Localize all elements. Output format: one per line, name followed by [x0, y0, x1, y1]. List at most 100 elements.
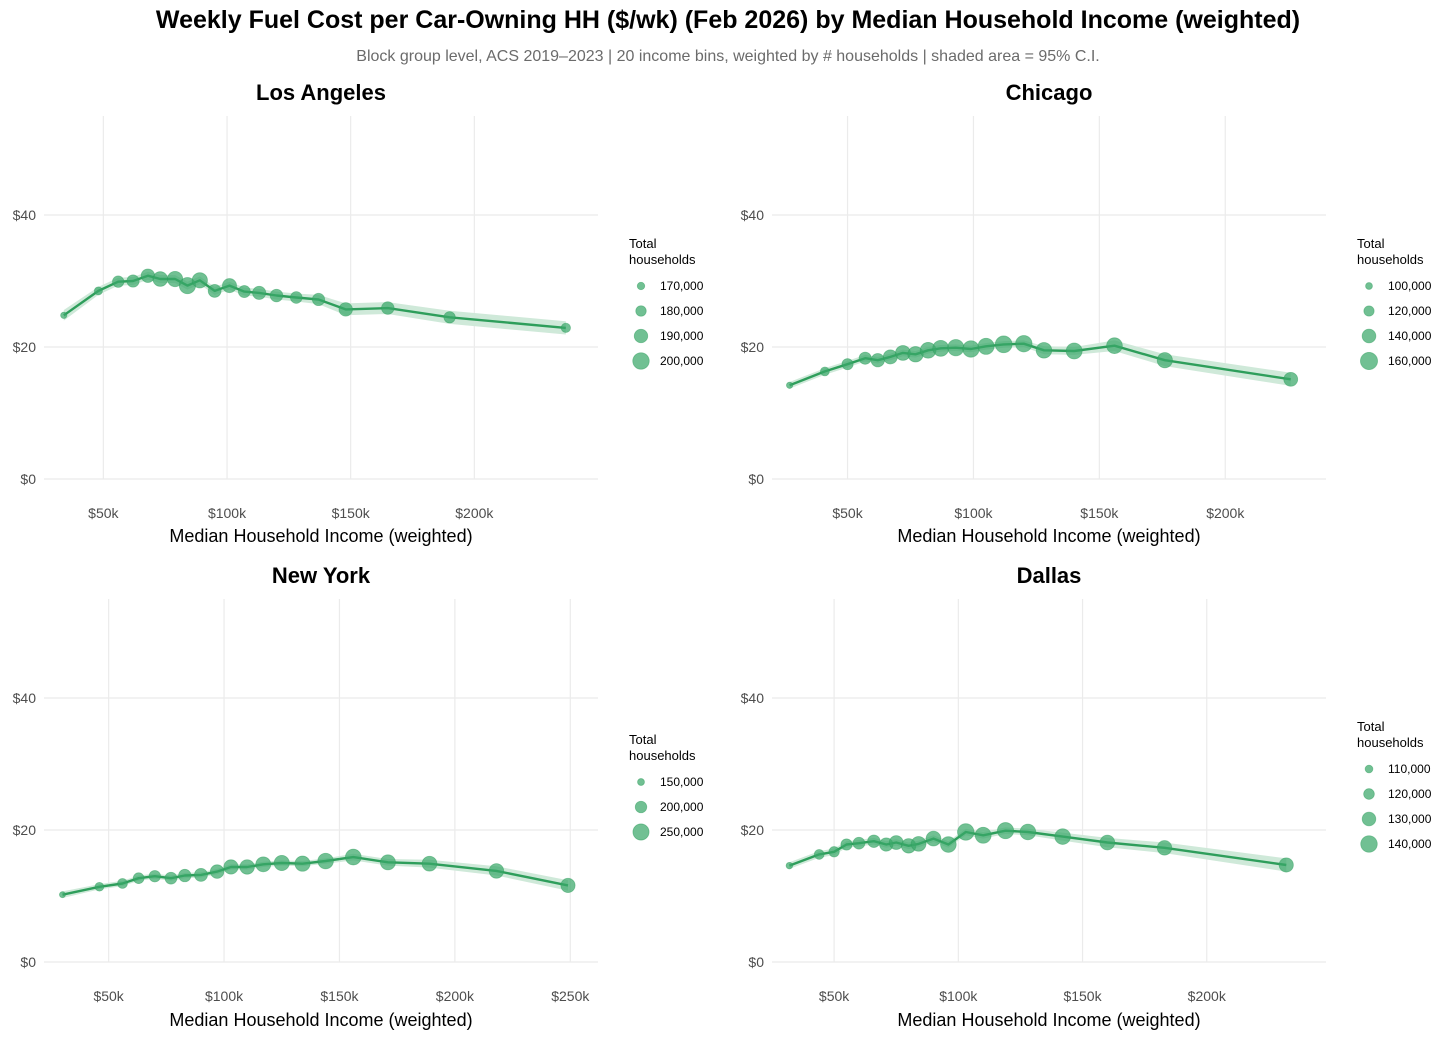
- x-tick-label: $150k: [1063, 988, 1102, 1004]
- data-point: [1035, 342, 1053, 359]
- legend-label: 120,000: [1388, 787, 1432, 801]
- x-tick-label: $100k: [205, 988, 244, 1004]
- data-point: [60, 311, 68, 319]
- legend-label: 250,000: [660, 825, 704, 839]
- data-point: [317, 852, 334, 870]
- legend-label: 200,000: [660, 354, 704, 368]
- data-point: [962, 340, 980, 358]
- data-point: [148, 870, 161, 883]
- y-tick-label: $20: [741, 822, 765, 838]
- data-point: [977, 337, 995, 355]
- panel-dallas: Dallas $0 $20 $40 $50k $100k $150k $200k Median …: [741, 563, 1432, 1030]
- x-tick-label: $150k: [320, 988, 359, 1004]
- data-point: [164, 871, 178, 885]
- data-point: [152, 271, 168, 287]
- data-point: [421, 855, 438, 872]
- data-point: [112, 275, 125, 288]
- data-point: [338, 302, 353, 317]
- data-point: [239, 859, 255, 875]
- data-point: [345, 848, 362, 866]
- y-tick-label: $20: [741, 339, 765, 355]
- data-point: [947, 339, 965, 357]
- y-tick-label: $40: [13, 207, 37, 223]
- data-point: [59, 891, 66, 899]
- legend-key: [635, 305, 647, 317]
- data-point: [1106, 337, 1123, 354]
- legend-title: households: [629, 252, 696, 267]
- data-point: [381, 301, 395, 315]
- data-point: [178, 868, 192, 883]
- data-point: [117, 878, 128, 889]
- legend-label: 180,000: [660, 304, 704, 318]
- y-tick-label: $20: [13, 339, 37, 355]
- legend-title: Total: [1357, 719, 1385, 734]
- data-point: [940, 836, 957, 853]
- legend-key: [1360, 835, 1378, 853]
- data-point: [1278, 857, 1294, 873]
- x-tick-label: $100k: [954, 505, 993, 521]
- data-point: [870, 353, 885, 368]
- data-point: [223, 859, 239, 875]
- x-tick-label: $200k: [455, 505, 494, 521]
- data-point: [974, 826, 992, 844]
- data-point: [209, 864, 225, 879]
- data-point: [1065, 342, 1083, 360]
- legend-key: [1363, 788, 1375, 800]
- data-point: [1015, 335, 1033, 353]
- data-point: [443, 311, 456, 324]
- data-point: [191, 272, 208, 289]
- x-tick-label: $150k: [1080, 505, 1119, 521]
- data-point: [1156, 840, 1173, 856]
- data-point: [888, 835, 904, 850]
- data-point: [997, 822, 1015, 840]
- legend-title: Total: [629, 732, 657, 747]
- data-point: [132, 872, 145, 884]
- panel-title: Dallas: [1017, 563, 1082, 588]
- legend-label: 200,000: [660, 800, 704, 814]
- data-point: [93, 286, 103, 296]
- x-tick-label: $200k: [1188, 988, 1227, 1004]
- panel-title: Los Angeles: [256, 80, 386, 105]
- data-point: [140, 268, 156, 283]
- y-tick-label: $0: [748, 954, 764, 970]
- data-point: [1099, 834, 1116, 851]
- data-point: [311, 292, 326, 307]
- legend-key: [637, 778, 645, 786]
- legend-label: 170,000: [660, 279, 704, 293]
- data-point: [380, 854, 396, 871]
- data-point: [222, 278, 237, 294]
- legend-label: 100,000: [1388, 279, 1432, 293]
- x-axis-label: Median Household Income (weighted): [169, 1010, 472, 1030]
- x-tick-label: $100k: [208, 505, 247, 521]
- legend-title: households: [1357, 735, 1424, 750]
- panel-new-york: New York $0 $20 $40 $50k $100k $150k $200k $250k…: [13, 563, 704, 1030]
- data-point: [785, 861, 794, 870]
- legend-label: 110,000: [1388, 762, 1431, 776]
- x-tick-label: $200k: [436, 988, 475, 1004]
- data-point: [828, 846, 840, 858]
- figure-title: Weekly Fuel Cost per Car-Owning HH ($/wk…: [155, 6, 1301, 34]
- data-point: [1019, 823, 1037, 841]
- panel-chicago: Chicago $0 $20 $40 $50k $100k $150k $200k Median…: [741, 80, 1432, 546]
- x-axis-label: Median Household Income (weighted): [897, 526, 1200, 546]
- legend-key: [636, 281, 646, 291]
- legend-label: 150,000: [660, 775, 704, 789]
- data-point: [1156, 352, 1173, 369]
- legend-key: [633, 328, 649, 344]
- data-point: [1283, 371, 1299, 387]
- legend-label: 140,000: [1388, 837, 1432, 851]
- y-tick-label: $20: [13, 822, 37, 838]
- figure-subtitle: Block group level, ACS 2019–2023 | 20 in…: [356, 48, 1100, 65]
- data-point: [194, 867, 208, 882]
- legend-key: [1365, 282, 1373, 290]
- y-tick-label: $40: [741, 207, 765, 223]
- data-point: [1054, 828, 1071, 845]
- y-tick-label: $0: [20, 471, 36, 487]
- data-point: [269, 288, 284, 303]
- data-point: [255, 856, 272, 873]
- x-tick-label: $50k: [93, 988, 124, 1004]
- data-point: [488, 863, 505, 879]
- data-point: [252, 285, 267, 300]
